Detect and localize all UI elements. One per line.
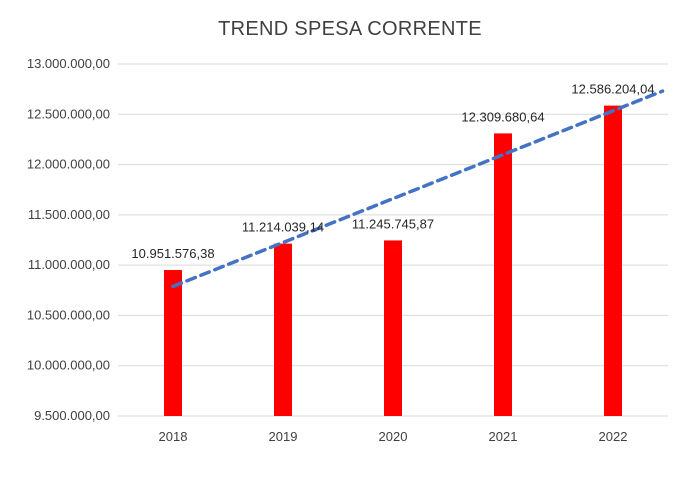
y-tick-label: 9.500.000,00	[34, 408, 110, 423]
trendline-path	[171, 89, 665, 289]
bar	[384, 240, 402, 416]
data-label: 11.214.039,14	[242, 220, 324, 235]
y-tick-label: 12.500.000,00	[27, 106, 110, 121]
data-label: 11.245.745,87	[352, 216, 434, 231]
bar	[164, 270, 182, 416]
x-tick-label: 2019	[269, 429, 298, 444]
chart-title: TREND SPESA CORRENTE	[218, 18, 482, 40]
y-tick-label: 11.000.000,00	[28, 257, 110, 272]
x-tick-label: 2018	[159, 429, 188, 444]
bars	[164, 105, 622, 417]
bar	[274, 243, 292, 416]
data-label: 10.951.576,38	[131, 246, 214, 261]
x-tick-label: 2022	[599, 429, 628, 444]
y-tick-label: 12.000.000,00	[27, 157, 110, 172]
x-tick-label: 2021	[489, 429, 518, 444]
bar	[604, 105, 622, 416]
data-labels: 10.951.576,38 11.214.039,14 11.245.745,87 1…	[131, 82, 654, 261]
data-label: 12.586.204,04	[571, 82, 654, 97]
y-tick-label: 11.500.000,00	[28, 207, 110, 222]
y-axis: 9.500.000,00 10.000.000,00 10.500.000,00 11…	[27, 56, 110, 423]
trendline	[171, 89, 665, 289]
y-tick-label: 13.000.000,00	[27, 56, 110, 71]
y-tick-label: 10.500.000,00	[27, 307, 110, 322]
y-tick-label: 10.000.000,00	[27, 358, 110, 373]
bar	[494, 133, 512, 417]
data-label: 12.309.680,64	[461, 109, 544, 124]
x-axis: 2018 2019 2020 2021 2022	[159, 429, 628, 444]
x-tick-label: 2020	[379, 429, 408, 444]
